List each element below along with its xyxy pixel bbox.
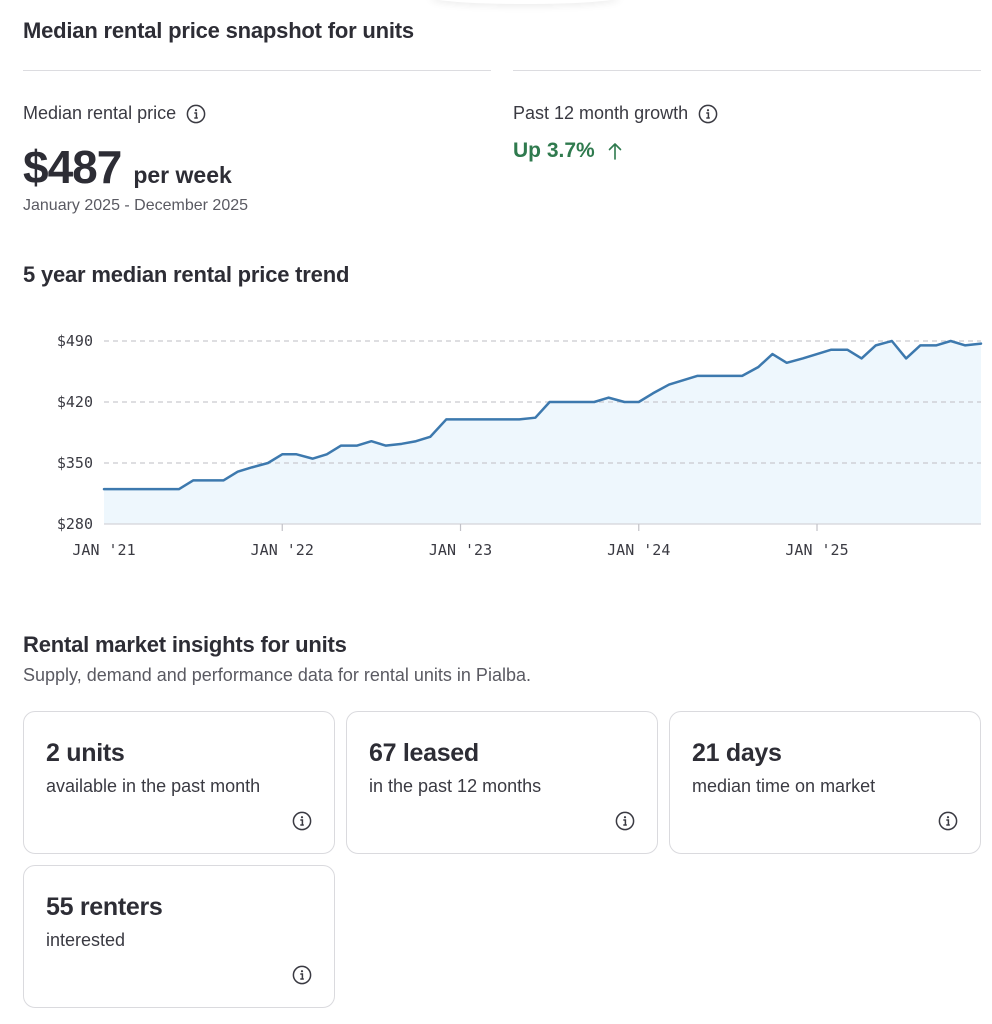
- card-description: in the past 12 months: [369, 776, 542, 796]
- card-value: 2 units: [46, 739, 125, 767]
- info-icon[interactable]: [938, 811, 958, 831]
- divider-right: [513, 70, 981, 71]
- info-icon[interactable]: [615, 811, 635, 831]
- rental-trend-chart: $280 $350 $420 $490 JAN '21 JAN '22 JAN '23 JAN…: [0, 320, 992, 570]
- growth-value: Up 3.7%: [513, 139, 595, 162]
- x-tick-label: JAN '23: [429, 541, 492, 559]
- y-tick-label: $420: [57, 393, 93, 411]
- card-value: 67 leased: [369, 739, 479, 767]
- info-icon[interactable]: [186, 104, 206, 124]
- card-description: available in the past month: [46, 776, 261, 796]
- growth-label-row: Past 12 month growth: [513, 103, 718, 124]
- median-price-unit: per week: [133, 162, 232, 188]
- chart-series-line: [102, 339, 983, 491]
- info-icon[interactable]: [292, 811, 312, 831]
- divider-left: [23, 70, 491, 71]
- card-description: median time on market: [692, 776, 876, 796]
- card-value: 55 renters: [46, 893, 163, 921]
- x-tick-label: JAN '22: [251, 541, 314, 559]
- snapshot-title: Median rental price snapshot for units: [23, 18, 414, 43]
- y-tick-label: $280: [57, 515, 93, 533]
- card-value: 21 days: [692, 739, 782, 767]
- info-icon[interactable]: [698, 104, 718, 124]
- x-tick-label: JAN '25: [785, 541, 848, 559]
- insight-card-renters-interested: 55 renters interested: [23, 865, 335, 1008]
- growth-row: Up 3.7%: [513, 139, 623, 163]
- insight-card-units-available: 2 units available in the past month: [23, 711, 335, 854]
- x-tick-label: JAN '24: [607, 541, 670, 559]
- median-price-label: Median rental price: [23, 103, 177, 123]
- insight-card-time-on-market: 21 days median time on market: [669, 711, 981, 854]
- card-description: interested: [46, 930, 126, 950]
- median-price-label-row: Median rental price: [23, 103, 206, 124]
- growth-label: Past 12 month growth: [513, 103, 689, 123]
- info-icon[interactable]: [292, 965, 312, 985]
- x-tick-label: JAN '21: [72, 541, 135, 559]
- price-period: January 2025 - December 2025: [23, 197, 249, 214]
- insight-card-leased: 67 leased in the past 12 months: [346, 711, 658, 854]
- insights-subtitle: Supply, demand and performance data for …: [23, 665, 531, 685]
- y-tick-label: $490: [57, 332, 93, 350]
- median-price-row: $487 per week: [23, 140, 232, 194]
- chart-area-fill: [104, 341, 981, 524]
- median-price-value: $487: [23, 141, 122, 193]
- trend-title: 5 year median rental price trend: [23, 262, 350, 287]
- top-tab-shadow: [430, 0, 620, 4]
- insights-title: Rental market insights for units: [23, 632, 347, 657]
- arrow-up-icon: [607, 142, 623, 160]
- rental-trend-chart-svg: $280 $350 $420 $490 JAN '21 JAN '22 JAN '23 JAN…: [57, 332, 983, 559]
- y-tick-label: $350: [57, 454, 93, 472]
